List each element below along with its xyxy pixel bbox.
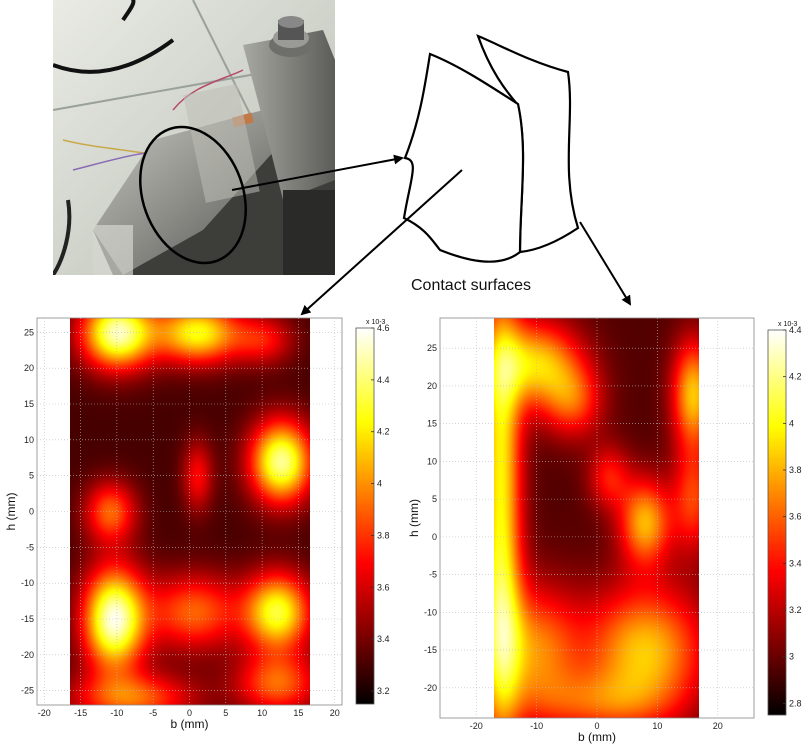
x-tick-label: -20 xyxy=(38,708,51,718)
x-tick-label: 10 xyxy=(652,721,662,731)
colorbar-tick-label: 4 xyxy=(377,479,382,489)
y-axis-label: h (mm) xyxy=(4,493,18,531)
arrow-photo-to-sketch xyxy=(231,154,404,191)
colorbar-tick-label: 2.8 xyxy=(789,698,802,708)
heatmap-left-axes: -20 -15 -10 -5 0 5 10 15 20 -25 -20 -15 -10 -5 0 5 10 15 2… xyxy=(4,317,390,731)
y-tick-label: 20 xyxy=(24,363,34,373)
arrow-sketch-to-left xyxy=(300,169,463,316)
contact-surfaces-sketch xyxy=(402,34,580,263)
x-tick-label: 0 xyxy=(594,721,599,731)
colorbar-frame xyxy=(355,327,375,705)
x-tick-label: 20 xyxy=(713,721,723,731)
colorbar-tick-label: 4 xyxy=(789,418,794,428)
y-tick-label: 5 xyxy=(29,471,34,481)
x-tick-label: -15 xyxy=(74,708,87,718)
y-tick-label: -10 xyxy=(21,578,34,588)
arrow-sketch-to-right xyxy=(579,221,632,306)
colorbar-tick-label: 3.6 xyxy=(377,582,390,592)
x-tick-label: -10 xyxy=(530,721,543,731)
colorbar-tick-label: 3.4 xyxy=(789,558,802,568)
colorbar-tick-label: 3.8 xyxy=(789,465,802,475)
y-tick-label: 20 xyxy=(427,381,437,391)
y-tick-label: -15 xyxy=(424,645,437,655)
y-tick-label: -25 xyxy=(21,686,34,696)
colorbar-left xyxy=(356,328,374,704)
y-tick-label: -5 xyxy=(26,542,34,552)
x-axis-label: b (mm) xyxy=(171,717,209,731)
colorbar-tick-label: 3 xyxy=(789,652,794,662)
heatmap-right-axes: -20 -10 0 10 20 25 20 15 10 5 0 -5 -10 -15 -20 b (mm) h … xyxy=(407,317,802,744)
colorbar-tick-label: 3.6 xyxy=(789,512,802,522)
colorbar-tick-label: 3.2 xyxy=(789,605,802,615)
y-tick-label: -15 xyxy=(21,614,34,624)
x-tick-label: -5 xyxy=(149,708,157,718)
colorbar-tick-label: 4.6 xyxy=(377,323,390,333)
y-tick-label: 0 xyxy=(432,532,437,542)
y-tick-label: 25 xyxy=(427,343,437,353)
x-tick-label: 10 xyxy=(257,708,267,718)
y-tick-label: 10 xyxy=(24,435,34,445)
colorbar-tick-label: 4.4 xyxy=(377,375,390,385)
x-axis-label: b (mm) xyxy=(578,730,616,744)
colorbar-frame xyxy=(767,329,787,716)
y-tick-label: -20 xyxy=(21,650,34,660)
specimen-photo xyxy=(53,0,335,275)
y-tick-label: 10 xyxy=(427,456,437,466)
x-tick-label: 20 xyxy=(330,708,340,718)
x-tick-label: -10 xyxy=(110,708,123,718)
colorbar-tick-label: 3.2 xyxy=(377,686,390,696)
colorbar-tick-label: 4.2 xyxy=(789,372,802,382)
colorbar-tick-label: 3.4 xyxy=(377,634,390,644)
y-tick-label: -5 xyxy=(429,570,437,580)
x-tick-label: 0 xyxy=(187,708,192,718)
y-axis-label: h (mm) xyxy=(407,499,421,537)
y-tick-label: -20 xyxy=(424,683,437,693)
y-tick-label: 15 xyxy=(24,399,34,409)
colorbar-exponent: x 10-3 xyxy=(366,319,386,326)
x-tick-label: 15 xyxy=(293,708,303,718)
colorbar-exponent: x 10-3 xyxy=(778,321,798,328)
colorbar-tick-label: 3.8 xyxy=(377,530,390,540)
y-tick-label: 15 xyxy=(427,419,437,429)
caption-contact-surfaces: Contact surfaces xyxy=(411,277,531,294)
y-tick-label: -10 xyxy=(424,607,437,617)
x-tick-label: -20 xyxy=(470,721,483,731)
x-tick-label: 5 xyxy=(223,708,228,718)
colorbar-tick-label: 4.4 xyxy=(789,325,802,335)
colorbar-right xyxy=(768,330,786,715)
y-tick-label: 5 xyxy=(432,494,437,504)
y-tick-label: 25 xyxy=(24,327,34,337)
y-tick-label: 0 xyxy=(29,507,34,517)
colorbar-tick-label: 4.2 xyxy=(377,427,390,437)
